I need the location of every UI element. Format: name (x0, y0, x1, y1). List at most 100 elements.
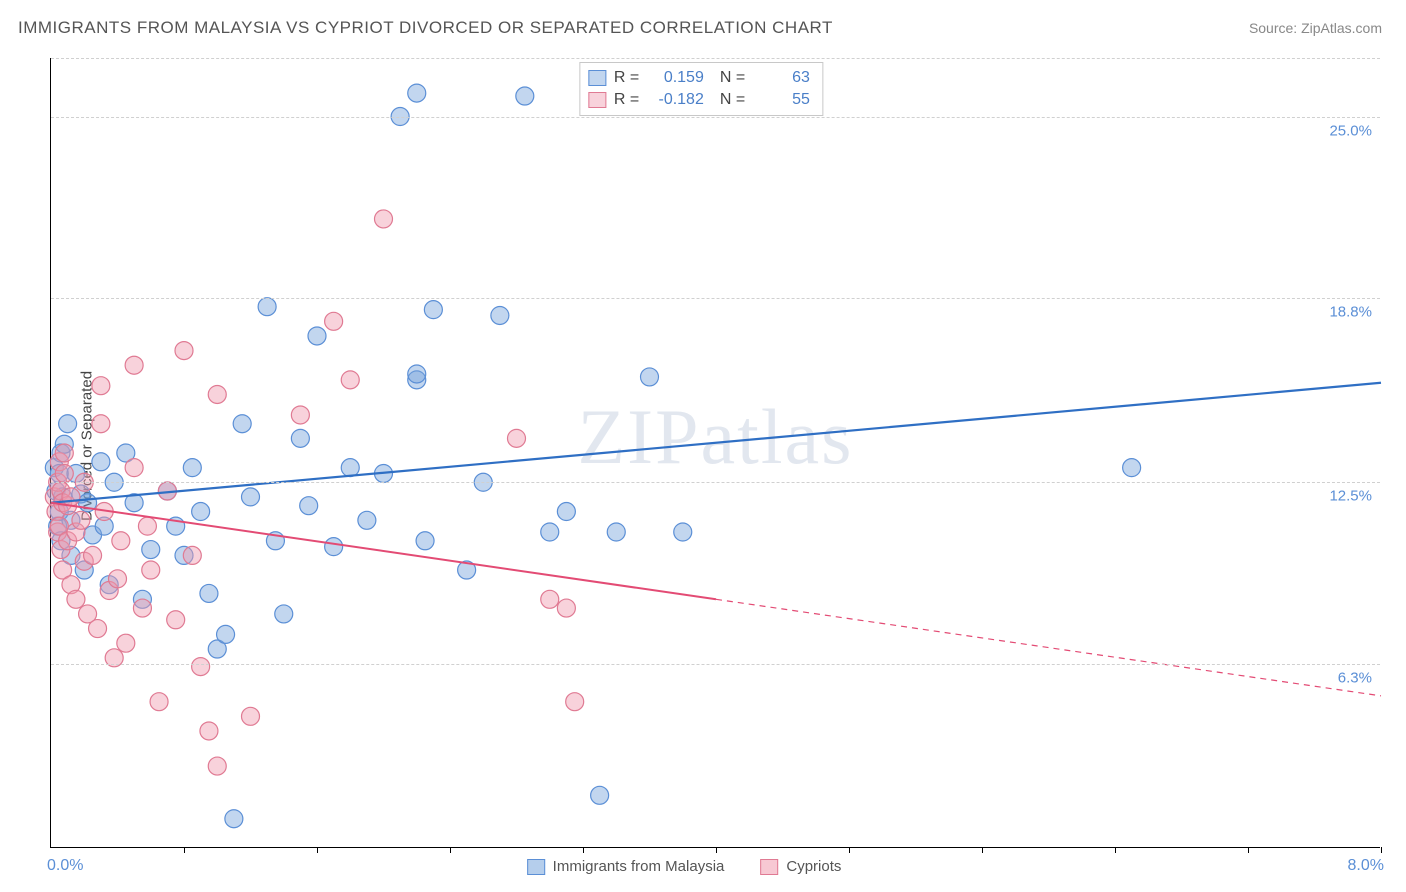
x-tick (583, 847, 584, 853)
legend-item: Immigrants from Malaysia (527, 858, 725, 875)
scatter-point (375, 210, 393, 228)
scatter-point (183, 546, 201, 564)
trend-line (51, 383, 1381, 503)
scatter-point (55, 464, 73, 482)
gridline-h (51, 664, 1380, 665)
scatter-point (516, 87, 534, 105)
scatter-point (341, 459, 359, 477)
scatter-point (92, 377, 110, 395)
scatter-point (142, 561, 160, 579)
scatter-point (341, 371, 359, 389)
correlation-legend: R =0.159N =63R =-0.182N =55 (579, 62, 823, 116)
gridline-h (51, 117, 1380, 118)
scatter-point (138, 517, 156, 535)
r-label: R = (614, 67, 640, 89)
scatter-point (325, 538, 343, 556)
scatter-point (508, 429, 526, 447)
r-value: 0.159 (648, 67, 704, 89)
n-label: N = (720, 89, 746, 111)
n-label: N = (720, 67, 746, 89)
scatter-point (55, 444, 73, 462)
scatter-svg (51, 58, 1380, 847)
scatter-point (242, 488, 260, 506)
scatter-point (308, 327, 326, 345)
x-tick (1381, 847, 1382, 853)
scatter-point (408, 84, 426, 102)
scatter-point (62, 488, 80, 506)
x-tick (982, 847, 983, 853)
y-tick-label: 25.0% (1329, 122, 1372, 139)
n-value: 55 (754, 89, 810, 111)
scatter-point (557, 503, 575, 521)
x-tick (317, 847, 318, 853)
scatter-point (133, 599, 151, 617)
scatter-point (258, 298, 276, 316)
scatter-point (641, 368, 659, 386)
legend-item: Cypriots (760, 858, 841, 875)
x-tick (1248, 847, 1249, 853)
scatter-point (150, 693, 168, 711)
plot-area: ZIPatlas R =0.159N =63R =-0.182N =55 0.0… (50, 58, 1380, 848)
source-link[interactable]: ZipAtlas.com (1301, 20, 1382, 36)
scatter-point (125, 356, 143, 374)
source-label: Source: (1249, 20, 1301, 36)
x-tick (849, 847, 850, 853)
scatter-point (167, 611, 185, 629)
scatter-point (59, 415, 77, 433)
gridline-h (51, 482, 1380, 483)
scatter-point (200, 584, 218, 602)
scatter-point (92, 453, 110, 471)
scatter-point (225, 810, 243, 828)
scatter-point (541, 523, 559, 541)
scatter-point (491, 306, 509, 324)
scatter-point (358, 511, 376, 529)
legend-label: Immigrants from Malaysia (553, 858, 725, 875)
scatter-point (117, 634, 135, 652)
scatter-point (242, 707, 260, 725)
scatter-point (125, 459, 143, 477)
scatter-point (291, 429, 309, 447)
series-legend: Immigrants from Malaysia Cypriots (527, 858, 842, 875)
legend-stat-row: R =-0.182N =55 (588, 89, 810, 111)
x-axis-max-label: 8.0% (1348, 857, 1384, 875)
scatter-point (541, 590, 559, 608)
y-tick-label: 12.5% (1329, 488, 1372, 505)
scatter-point (200, 722, 218, 740)
scatter-point (674, 523, 692, 541)
n-value: 63 (754, 67, 810, 89)
y-tick-label: 18.8% (1329, 303, 1372, 320)
gridline-h (51, 58, 1380, 59)
legend-swatch (760, 859, 778, 875)
scatter-point (591, 786, 609, 804)
scatter-point (424, 301, 442, 319)
scatter-point (416, 532, 434, 550)
scatter-point (192, 503, 210, 521)
scatter-point (1123, 459, 1141, 477)
scatter-point (300, 497, 318, 515)
x-tick (184, 847, 185, 853)
scatter-point (233, 415, 251, 433)
x-axis-min-label: 0.0% (47, 857, 83, 875)
scatter-point (112, 532, 130, 550)
scatter-point (72, 511, 90, 529)
legend-label: Cypriots (786, 858, 841, 875)
y-tick-label: 6.3% (1338, 669, 1372, 686)
scatter-point (566, 693, 584, 711)
scatter-point (607, 523, 625, 541)
scatter-point (408, 365, 426, 383)
scatter-point (192, 658, 210, 676)
scatter-point (183, 459, 201, 477)
scatter-point (142, 541, 160, 559)
r-value: -0.182 (648, 89, 704, 111)
scatter-point (217, 625, 235, 643)
x-tick (716, 847, 717, 853)
scatter-point (208, 757, 226, 775)
scatter-point (208, 385, 226, 403)
scatter-point (67, 590, 85, 608)
legend-swatch (527, 859, 545, 875)
x-tick (1115, 847, 1116, 853)
legend-swatch (588, 92, 606, 108)
legend-swatch (588, 70, 606, 86)
scatter-point (557, 599, 575, 617)
trend-line-extrapolated (716, 599, 1381, 696)
